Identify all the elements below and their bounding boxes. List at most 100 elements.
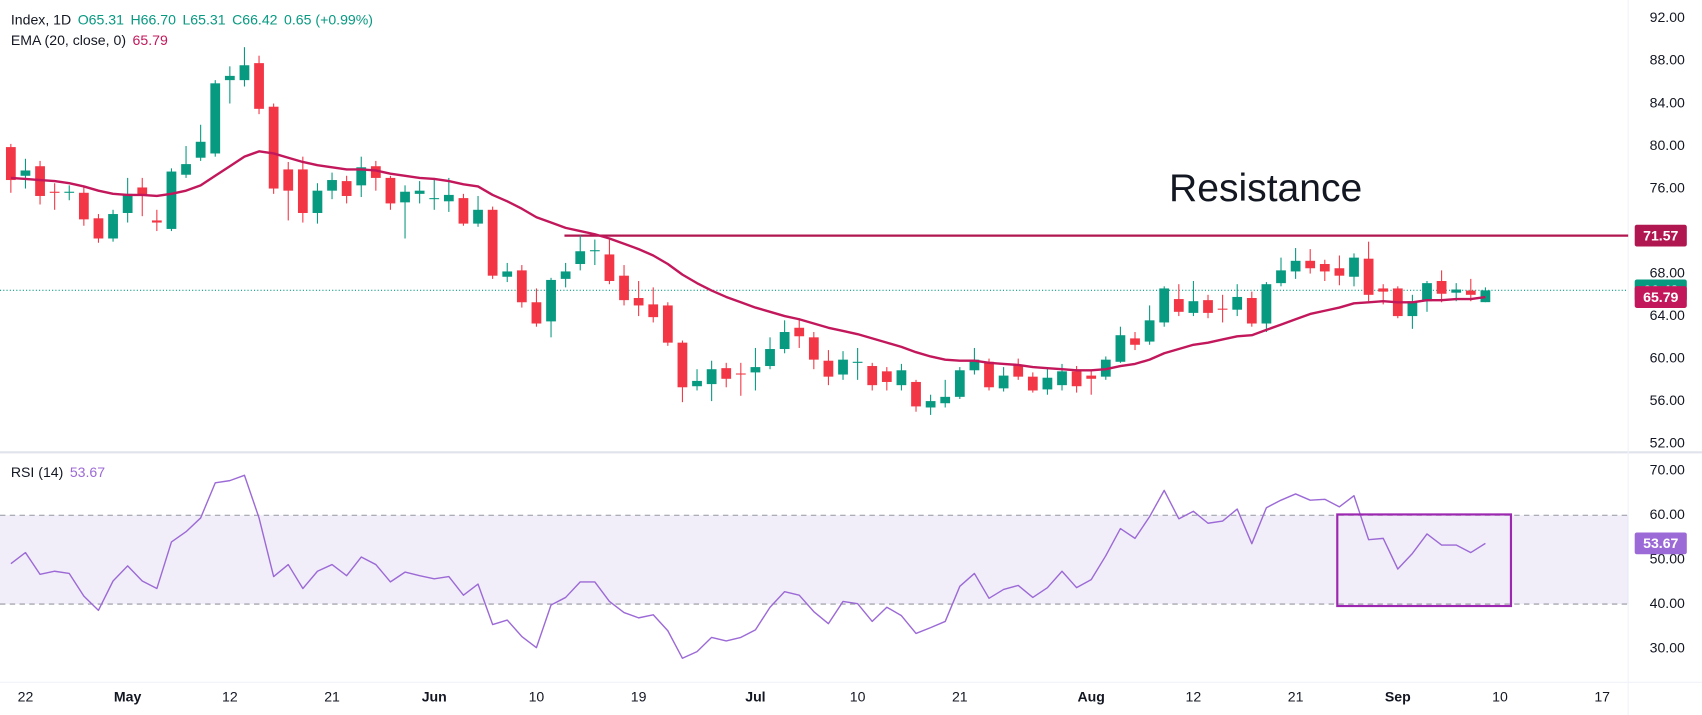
candle-body — [327, 180, 337, 191]
x-tick-label: 12 — [1186, 688, 1202, 704]
y-tick-label: 50.00 — [1650, 550, 1685, 566]
candle-body — [414, 190, 425, 194]
x-tick-label: 21 — [952, 688, 968, 704]
candle-body — [1115, 335, 1126, 362]
candle-body — [881, 371, 892, 382]
candle-body — [210, 83, 221, 154]
candle-body — [954, 370, 965, 397]
ema-line — [10, 150, 1486, 372]
low-label: L65.31 — [182, 11, 225, 27]
x-tick-label: 22 — [18, 688, 34, 704]
y-tick-label: 92.00 — [1650, 9, 1685, 25]
candle-body — [122, 193, 133, 213]
candle-body — [1349, 257, 1359, 277]
rsi-legend: RSI (14) — [11, 464, 63, 480]
candle-body — [546, 279, 556, 322]
candle-body — [49, 191, 60, 193]
candle-body — [458, 198, 469, 224]
candle-body — [911, 381, 921, 407]
price-badge-label: 71.57 — [1643, 227, 1678, 243]
candle-body — [1042, 377, 1053, 390]
open-label: O65.31 — [78, 11, 124, 27]
y-tick-label: 30.00 — [1650, 639, 1685, 655]
y-tick-label: 52.00 — [1650, 434, 1685, 450]
candle-body — [925, 401, 936, 408]
candle-body — [706, 369, 717, 385]
candle-body — [473, 209, 483, 224]
candle-body — [619, 275, 629, 301]
candle-body — [940, 396, 951, 404]
candle-body — [370, 166, 381, 178]
candle-body — [808, 337, 819, 360]
rsi-value: 53.67 — [70, 464, 105, 480]
candle-body — [108, 214, 118, 239]
rsi-line — [10, 474, 1486, 659]
candle-body — [64, 191, 75, 193]
candle-body — [516, 270, 527, 303]
candle-body — [195, 141, 206, 158]
candle-body — [1319, 263, 1330, 272]
candle-body — [78, 192, 89, 220]
candle-body — [385, 177, 396, 204]
candle-body — [838, 359, 848, 375]
y-tick-label: 60.00 — [1650, 506, 1685, 522]
candle-body — [1188, 301, 1199, 313]
y-tick-label: 84.00 — [1650, 94, 1685, 110]
price-badge — [1634, 286, 1687, 308]
candle-body — [648, 304, 659, 318]
x-tick-label: 10 — [850, 688, 866, 704]
y-tick-label: 40.00 — [1650, 595, 1685, 611]
x-tick-label: Jun — [422, 688, 447, 704]
candle-body — [1451, 289, 1462, 293]
candle-body — [692, 380, 702, 387]
candle-body — [765, 349, 775, 367]
candle-body — [1290, 260, 1301, 272]
candle-body — [1232, 296, 1243, 310]
candle-body — [794, 327, 805, 337]
candle-body — [662, 305, 673, 343]
high-label: H66.70 — [130, 11, 176, 27]
price-badge — [1634, 532, 1687, 555]
y-tick-label: 80.00 — [1650, 137, 1685, 153]
candle-body — [1203, 300, 1213, 313]
candle-body — [896, 370, 907, 386]
candle-body — [1173, 299, 1184, 312]
candle-body — [984, 361, 994, 388]
candle-body — [998, 375, 1009, 389]
candle-body — [487, 209, 498, 276]
candle-body — [969, 359, 980, 371]
x-tick-label: Aug — [1078, 688, 1105, 704]
ema-value: 65.79 — [133, 32, 168, 48]
candle-body — [1086, 375, 1097, 379]
price-badge-label: 65.79 — [1643, 289, 1678, 305]
candle-body — [1261, 284, 1272, 324]
x-tick-label: 17 — [1594, 688, 1610, 704]
candle-body — [224, 75, 235, 81]
candle-body — [1276, 270, 1286, 284]
candle-body — [1057, 371, 1067, 386]
candle-body — [867, 366, 878, 386]
candle-body — [852, 361, 863, 363]
candle-body — [1378, 288, 1389, 292]
x-tick-label: May — [114, 688, 142, 704]
change-label: 0.65 (+0.99%) — [284, 11, 373, 27]
candle-body — [604, 254, 615, 282]
candle-body — [502, 271, 513, 277]
candle-body — [633, 298, 644, 306]
candle-body — [341, 181, 352, 196]
candle-body — [750, 367, 761, 373]
candle-body — [283, 169, 294, 191]
candle-body — [589, 250, 600, 252]
candle-body — [400, 191, 410, 203]
candle-body — [93, 218, 104, 239]
x-tick-label: 10 — [529, 688, 545, 704]
candle-body — [1465, 290, 1476, 295]
candle-body — [1159, 288, 1170, 323]
candle-body — [443, 194, 454, 202]
candle-body — [297, 169, 308, 213]
candle-body — [560, 271, 571, 279]
candle-body — [823, 360, 834, 377]
x-tick-label: 12 — [222, 688, 238, 704]
